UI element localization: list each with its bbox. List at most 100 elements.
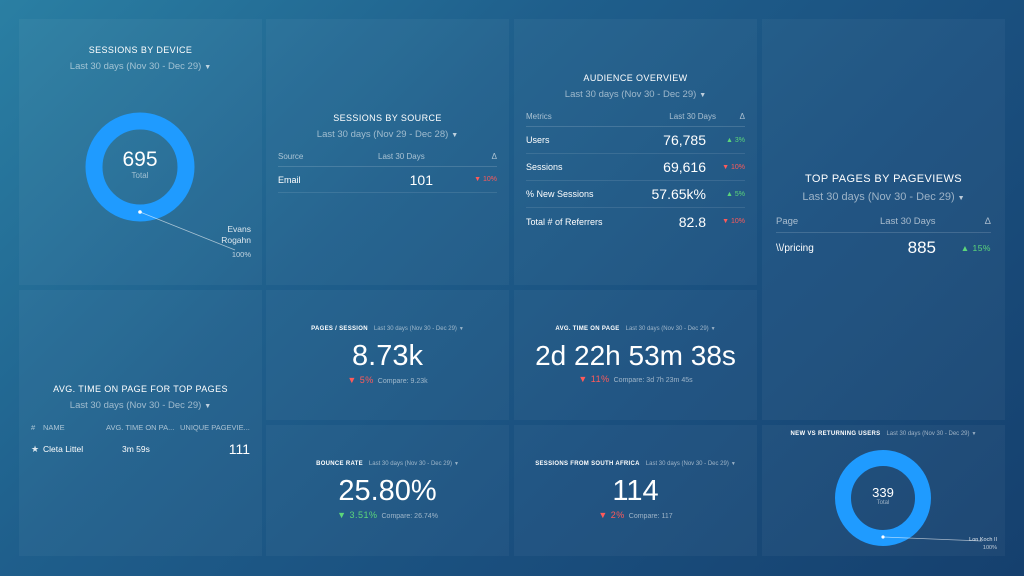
chevron-down-icon: ▼ xyxy=(453,461,459,467)
row-delta: ▼ 10% xyxy=(722,218,745,225)
donut-total-label: Total xyxy=(131,171,149,180)
legend-percent: 100% xyxy=(231,250,251,259)
chevron-down-icon: ▼ xyxy=(451,132,459,139)
date-range-label: Last 30 days (Nov 30 - Dec 29) xyxy=(886,431,970,437)
chevron-down-icon: ▼ xyxy=(699,92,707,99)
col-page: Page xyxy=(776,216,799,227)
bounce-rate-widget: BOUNCE RATE Last 30 days (Nov 30 - Dec 2… xyxy=(266,425,509,556)
row-value: 885 xyxy=(907,238,936,257)
row-source: Email xyxy=(278,174,301,185)
table-header: Metrics Last 30 Days Δ xyxy=(526,112,745,127)
row-page: \\/pricing xyxy=(776,242,814,254)
col-delta: Δ xyxy=(491,152,497,161)
legend-name: Lon Koch II xyxy=(969,537,997,543)
table-row: Users 76,785 ▲ 3% xyxy=(526,127,745,154)
table-row: ★ Cleta Littel 3m 59s 111 xyxy=(31,437,250,461)
legend-percent: 100% xyxy=(982,545,997,551)
pages-table: Page Last 30 Days Δ \\/pricing 885 ▲ 15% xyxy=(776,216,991,263)
col-period: Last 30 Days xyxy=(880,216,936,227)
date-range-label: Last 30 days (Nov 30 - Dec 29) xyxy=(564,89,697,100)
widget-title: SESSIONS FROM SOUTH AFRICA xyxy=(535,461,640,467)
legend-label: Lon Koch II 100% xyxy=(969,536,997,552)
col-delta: Δ xyxy=(739,112,745,121)
date-range-selector[interactable]: Last 30 days (Nov 30 - Dec 29) ▼ xyxy=(374,326,464,332)
chevron-down-icon: ▼ xyxy=(730,461,736,467)
date-range-selector[interactable]: Last 30 days (Nov 30 - Dec 29) ▼ xyxy=(19,61,262,72)
new-vs-returning-widget: NEW VS RETURNING USERS Last 30 days (Nov… xyxy=(762,425,1005,556)
legend-name-line-2: Rogahn xyxy=(221,235,251,245)
table-header: Page Last 30 Days Δ xyxy=(776,216,991,233)
date-range-selector[interactable]: Last 30 days (Nov 29 - Dec 28) ▼ xyxy=(266,129,509,140)
table-header: Source Last 30 Days Δ xyxy=(278,152,497,167)
metrics-table: Metrics Last 30 Days Δ Users 76,785 ▲ 3%… xyxy=(526,112,745,235)
date-range-selector[interactable]: Last 30 days (Nov 30 - Dec 29) ▼ xyxy=(646,461,736,467)
date-range-selector[interactable]: Last 30 days (Nov 30 - Dec 29) ▼ xyxy=(886,431,976,437)
date-range-label: Last 30 days (Nov 30 - Dec 29) xyxy=(69,61,202,72)
table-row: % New Sessions 57.65k% ▲ 5% xyxy=(526,181,745,208)
col-avg-time: AVG. TIME ON PA... xyxy=(106,423,175,432)
table-row[interactable]: \\/pricing 885 ▲ 15% xyxy=(776,233,991,263)
legend-leader-dot xyxy=(138,210,142,214)
source-table: Source Last 30 Days Δ Email 101 ▼ 10% xyxy=(278,152,497,193)
sessions-by-source-widget: SESSIONS BY SOURCE Last 30 days (Nov 29 … xyxy=(266,19,509,285)
row-unique: 111 xyxy=(228,441,250,457)
chevron-down-icon: ▼ xyxy=(710,326,716,332)
row-value: 57.65k% xyxy=(651,186,706,202)
row-delta: ▲ 3% xyxy=(726,136,745,144)
donut-chart xyxy=(835,450,983,546)
avg-time-top-pages-widget: AVG. TIME ON PAGE FOR TOP PAGES Last 30 … xyxy=(19,290,262,556)
widget-title: BOUNCE RATE xyxy=(316,461,363,467)
row-name: Cleta Littel xyxy=(43,444,84,454)
pages-per-session-widget: PAGES / SESSION Last 30 days (Nov 30 - D… xyxy=(266,290,509,420)
widget-title: PAGES / SESSION xyxy=(311,326,368,332)
metric-value: 8.73k xyxy=(352,340,423,372)
sessions-by-device-widget: SESSIONS BY DEVICE Last 30 days (Nov 30 … xyxy=(19,19,262,285)
legend-leader-line xyxy=(882,536,983,542)
date-range-label: Last 30 days (Nov 30 - Dec 29) xyxy=(802,191,955,203)
row-value: 82.8 xyxy=(678,213,706,230)
widget-title: NEW VS RETURNING USERS xyxy=(790,431,881,437)
row-metric: % New Sessions xyxy=(526,189,594,199)
metric-delta-line: ▼ 2% Compare: 117 xyxy=(514,510,757,520)
col-source: Source xyxy=(278,152,304,161)
metric-compare: Compare: 3d 7h 23m 45s xyxy=(613,377,693,384)
metric-value: 114 xyxy=(612,475,659,507)
col-unique-pageviews: UNIQUE PAGEVIE... xyxy=(180,423,250,432)
date-range-label: Last 30 days (Nov 29 - Dec 28) xyxy=(316,129,449,140)
row-value: 76,785 xyxy=(663,132,706,148)
legend-leader-line xyxy=(139,211,236,251)
audience-overview-widget: AUDIENCE OVERVIEW Last 30 days (Nov 30 -… xyxy=(514,19,757,285)
medal-icon: ★ xyxy=(31,443,40,454)
date-range-label: Last 30 days (Nov 30 - Dec 29) xyxy=(645,461,729,467)
chevron-down-icon: ▼ xyxy=(957,195,965,202)
date-range-selector[interactable]: Last 30 days (Nov 30 - Dec 29) ▼ xyxy=(762,191,1005,203)
table-row: Sessions 69,616 ▼ 10% xyxy=(526,154,745,181)
top-pages-time-table: # NAME AVG. TIME ON PA... UNIQUE PAGEVIE… xyxy=(31,423,250,461)
date-range-label: Last 30 days (Nov 30 - Dec 29) xyxy=(373,326,457,332)
metric-delta-line: ▼ 11% Compare: 3d 7h 23m 45s xyxy=(514,374,757,384)
widget-title: TOP PAGES BY PAGEVIEWS xyxy=(805,173,962,185)
metric-delta-line: ▼ 3.51% Compare: 26.74% xyxy=(266,510,509,520)
widget-title: SESSIONS BY DEVICE xyxy=(88,45,193,55)
widget-title: AUDIENCE OVERVIEW xyxy=(583,73,688,83)
date-range-selector[interactable]: Last 30 days (Nov 30 - Dec 29) ▼ xyxy=(514,89,757,100)
chevron-down-icon: ▼ xyxy=(458,326,464,332)
metric-value: 2d 22h 53m 38s xyxy=(535,340,736,371)
donut-total-value: 339 xyxy=(872,485,894,500)
date-range-selector[interactable]: Last 30 days (Nov 30 - Dec 29) ▼ xyxy=(626,326,716,332)
donut-total-value: 695 xyxy=(122,148,158,171)
date-range-selector[interactable]: Last 30 days (Nov 30 - Dec 29) ▼ xyxy=(369,461,459,467)
widget-header: PAGES / SESSION Last 30 days (Nov 30 - D… xyxy=(266,326,509,332)
metric-delta: ▼ 2% xyxy=(598,510,625,520)
row-delta: ▼ 10% xyxy=(722,163,745,171)
widget-title: AVG. TIME ON PAGE FOR TOP PAGES xyxy=(53,384,228,394)
date-range-selector[interactable]: Last 30 days (Nov 30 - Dec 29) ▼ xyxy=(19,400,262,411)
donut-chart xyxy=(85,112,236,251)
widget-header: BOUNCE RATE Last 30 days (Nov 30 - Dec 2… xyxy=(266,461,509,467)
top-pages-widget: TOP PAGES BY PAGEVIEWS Last 30 days (Nov… xyxy=(762,19,1005,420)
col-delta: Δ xyxy=(984,216,991,227)
date-range-label: Last 30 days (Nov 30 - Dec 29) xyxy=(625,326,709,332)
widget-header: AVG. TIME ON PAGE Last 30 days (Nov 30 -… xyxy=(514,326,757,332)
metric-delta: ▼ 11% xyxy=(578,374,610,384)
avg-time-on-page-widget: AVG. TIME ON PAGE Last 30 days (Nov 30 -… xyxy=(514,290,757,420)
